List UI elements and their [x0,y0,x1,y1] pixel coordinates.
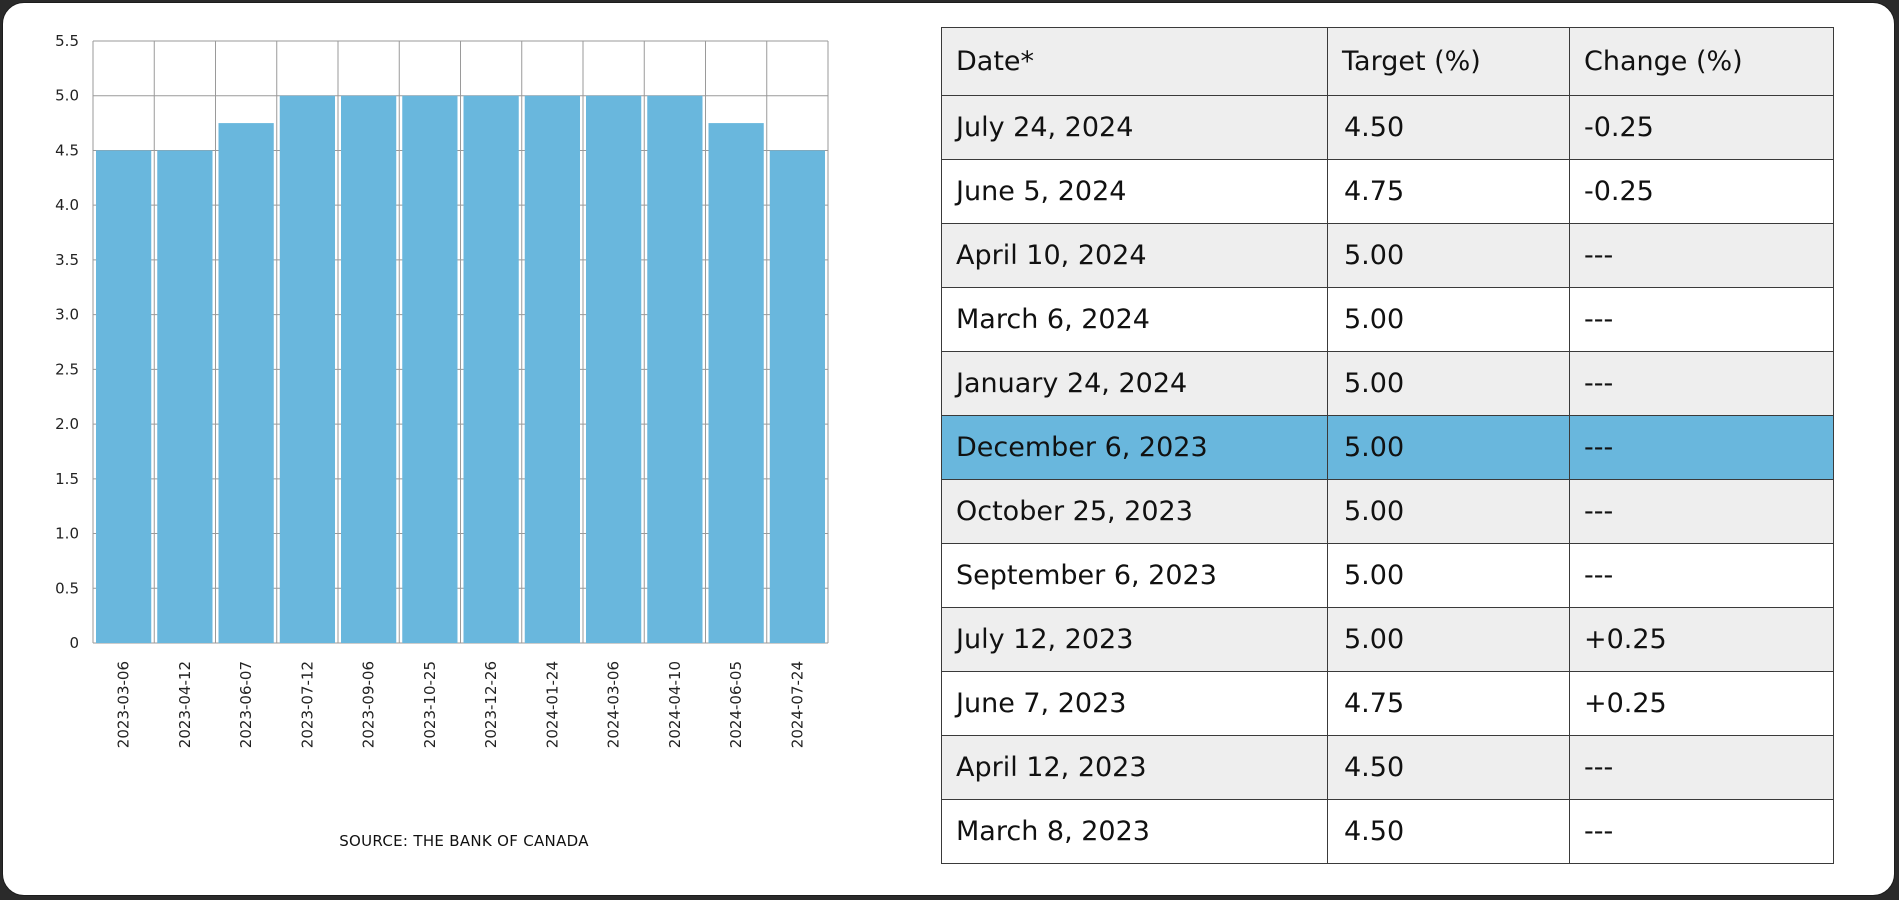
table-row: July 12, 2023 5.00 +0.25 [941,607,1834,672]
target-rate-bar-chart: 0 0.5 1.0 1.5 2.0 2.5 3.0 3.5 4.0 4.5 5.0 5.5 2023-… [55,32,829,850]
date-cell: October 25, 2023 [941,479,1328,544]
target-cell: 5.00 [1327,287,1570,352]
table-row: January 24, 2024 5.00 --- [941,351,1834,416]
header-date: Date* [941,27,1328,96]
header-target: Target (%) [1327,27,1570,96]
bar-2023-10-25 [402,95,458,643]
date-cell: April 12, 2023 [941,735,1328,800]
date-cell: January 24, 2024 [941,351,1328,416]
target-cell: 5.00 [1327,543,1570,608]
bar-2023-09-06 [341,95,397,643]
table-row: December 6, 2023 5.00 --- [941,415,1834,480]
x-tick-label: 2023-09-06 [360,661,378,748]
change-cell: --- [1569,735,1834,800]
chart-bars [96,95,825,644]
x-tick-label: 2023-06-07 [237,661,255,748]
x-tick-label: 2024-04-10 [666,661,684,748]
x-tick-label: 2024-01-24 [543,661,561,748]
y-tick-label: 3.0 [55,306,79,324]
bar-2024-01-24 [524,95,580,643]
bar-2024-07-24 [769,150,825,644]
table-row: March 6, 2024 5.00 --- [941,287,1834,352]
target-cell: 5.00 [1327,223,1570,288]
target-cell: 5.00 [1327,415,1570,480]
bar-2023-06-07 [218,123,274,643]
date-cell: July 24, 2024 [941,95,1328,160]
table-header-row: Date* Target (%) Change (%) [941,27,1834,96]
table-row: June 5, 2024 4.75 -0.25 [941,159,1834,224]
table-row: March 8, 2023 4.50 --- [941,799,1834,864]
bar-2023-04-12 [157,150,213,644]
table-row: April 12, 2023 4.50 --- [941,735,1834,800]
target-cell: 4.75 [1327,159,1570,224]
change-cell: --- [1569,223,1834,288]
table-row: April 10, 2024 5.00 --- [941,223,1834,288]
x-tick-label: 2023-07-12 [298,661,316,748]
table-row: June 7, 2023 4.75 +0.25 [941,671,1834,736]
table-row: September 6, 2023 5.00 --- [941,543,1834,608]
change-cell: --- [1569,799,1834,864]
y-tick-label: 1.5 [55,470,79,488]
date-cell: March 8, 2023 [941,799,1328,864]
x-tick-label: 2023-10-25 [421,661,439,748]
x-tick-label: 2023-04-12 [176,661,194,748]
bar-2024-03-06 [586,95,642,643]
date-cell: September 6, 2023 [941,543,1328,608]
date-cell: December 6, 2023 [941,415,1328,480]
change-cell: --- [1569,479,1834,544]
date-cell: June 5, 2024 [941,159,1328,224]
y-tick-label: 4.5 [55,141,79,159]
target-cell: 4.50 [1327,799,1570,864]
change-cell: --- [1569,351,1834,416]
x-tick-label: 2023-12-26 [482,661,500,748]
bar-2024-04-10 [647,95,703,643]
chart-grid [92,40,829,644]
date-cell: March 6, 2024 [941,287,1328,352]
target-cell: 5.00 [1327,351,1570,416]
date-cell: June 7, 2023 [941,671,1328,736]
y-tick-label: 5.5 [55,32,79,50]
target-cell: 4.50 [1327,735,1570,800]
table-row: July 24, 2024 4.50 -0.25 [941,95,1834,160]
chart-source-note: SOURCE: THE BANK OF CANADA [339,832,589,850]
date-cell: July 12, 2023 [941,607,1328,672]
change-cell: -0.25 [1569,95,1834,160]
x-tick-label: 2023-03-06 [115,661,133,748]
y-tick-label: 2.0 [55,415,79,433]
y-tick-label: 5.0 [55,87,79,105]
table-row: October 25, 2023 5.00 --- [941,479,1834,544]
change-cell: --- [1569,287,1834,352]
x-tick-label: 2024-07-24 [788,661,806,748]
y-tick-label: 1.0 [55,525,79,543]
bar-2023-12-26 [463,95,519,643]
x-tick-label: 2024-06-05 [727,661,745,748]
change-cell: +0.25 [1569,607,1834,672]
target-cell: 5.00 [1327,479,1570,544]
bar-2023-07-12 [279,95,335,643]
y-tick-label: 2.5 [55,360,79,378]
change-cell: --- [1569,543,1834,608]
change-cell: --- [1569,415,1834,480]
x-tick-label: 2024-03-06 [605,661,623,748]
y-tick-label: 0 [69,634,79,652]
target-cell: 4.50 [1327,95,1570,160]
target-rate-table: Date* Target (%) Change (%) July 24, 202… [941,27,1834,864]
bar-2023-03-06 [96,150,152,644]
date-cell: April 10, 2024 [941,223,1328,288]
bar-2024-06-05 [708,123,764,643]
change-cell: +0.25 [1569,671,1834,736]
y-axis-ticks: 0 0.5 1.0 1.5 2.0 2.5 3.0 3.5 4.0 4.5 5.0 5.5 [55,32,79,652]
y-tick-label: 4.0 [55,196,79,214]
target-cell: 4.75 [1327,671,1570,736]
target-cell: 5.00 [1327,607,1570,672]
header-change: Change (%) [1569,27,1834,96]
change-cell: -0.25 [1569,159,1834,224]
y-tick-label: 3.5 [55,251,79,269]
x-axis-ticks: 2023-03-06 2023-04-12 2023-06-07 2023-07-12… [115,661,807,748]
y-tick-label: 0.5 [55,579,79,597]
